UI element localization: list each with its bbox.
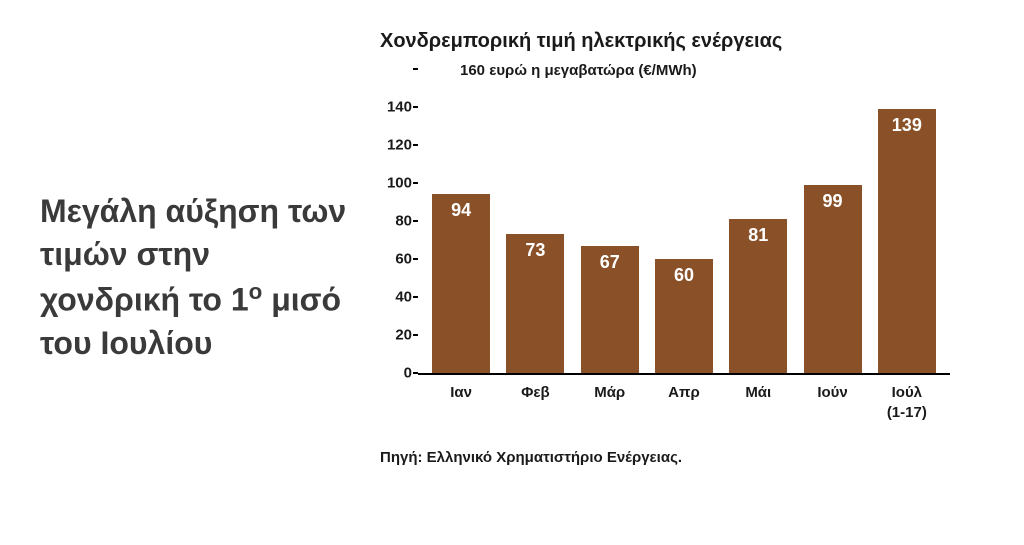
bar-value-label: 94 (451, 200, 471, 221)
ytick-label: 120 (387, 137, 418, 154)
ytick-label: 20 (395, 327, 418, 344)
bar: 67 (581, 246, 639, 373)
ytick-label: 80 (395, 213, 418, 230)
bar-value-label: 139 (892, 115, 922, 136)
page-container: Μεγάλη αύξηση των τιμών στην χονδρική το… (0, 0, 1024, 545)
bar-slot: 67 (573, 71, 647, 373)
bar-value-label: 81 (748, 225, 768, 246)
chart-title: Χονδρεμπορική τιμή ηλεκτρικής ενέργειας (380, 30, 994, 53)
bar-slot: 139 (870, 71, 944, 373)
bar: 73 (506, 234, 564, 373)
xtick-label: Απρ (647, 375, 721, 431)
bar-value-label: 67 (600, 252, 620, 273)
ytick-label: 60 (395, 251, 418, 268)
xtick-labels: ΙανΦεβΜάρΑπρΜάιΙούνΙούλ(1-17) (418, 375, 950, 431)
bar-value-label: 99 (823, 191, 843, 212)
bar: 139 (878, 109, 936, 373)
ytick-label: 140 (387, 99, 418, 116)
xtick-label: Μάι (721, 375, 795, 431)
bar: 60 (655, 259, 713, 373)
ytick-label: 0 (404, 365, 418, 382)
bar-slot: 81 (721, 71, 795, 373)
plot-area: 160 ευρώ η μεγαβατώρα (€/MWh) 9473676081… (418, 71, 950, 375)
xtick-label: Ιούν (795, 375, 869, 431)
bar-slot: 73 (498, 71, 572, 373)
bar-slot: 94 (424, 71, 498, 373)
ytick-mark (413, 68, 418, 70)
headline-panel: Μεγάλη αύξηση των τιμών στην χονδρική το… (40, 30, 370, 525)
source-text: Πηγή: Ελληνικό Χρηματιστήριο Ενέργειας. (380, 449, 994, 466)
chart-panel: Χονδρεμπορική τιμή ηλεκτρικής ενέργειας … (370, 30, 994, 525)
headline-text: Μεγάλη αύξηση των τιμών στην χονδρική το… (40, 190, 350, 364)
bar-slot: 99 (795, 71, 869, 373)
xtick-label: Φεβ (498, 375, 572, 431)
bar-slot: 60 (647, 71, 721, 373)
ytick-label: 40 (395, 289, 418, 306)
bar-value-label: 73 (525, 240, 545, 261)
xtick-label: Μάρ (573, 375, 647, 431)
chart-frame: 160 ευρώ η μεγαβατώρα (€/MWh) 9473676081… (380, 71, 950, 431)
bar-value-label: 60 (674, 265, 694, 286)
bars-container: 94 73 67 60 81 99 139 (418, 71, 950, 373)
xtick-label: Ιαν (424, 375, 498, 431)
xtick-label: Ιούλ(1-17) (870, 375, 944, 431)
bar: 94 (432, 194, 490, 373)
bar: 81 (729, 219, 787, 373)
bar: 99 (804, 185, 862, 373)
ytick-label: 100 (387, 175, 418, 192)
